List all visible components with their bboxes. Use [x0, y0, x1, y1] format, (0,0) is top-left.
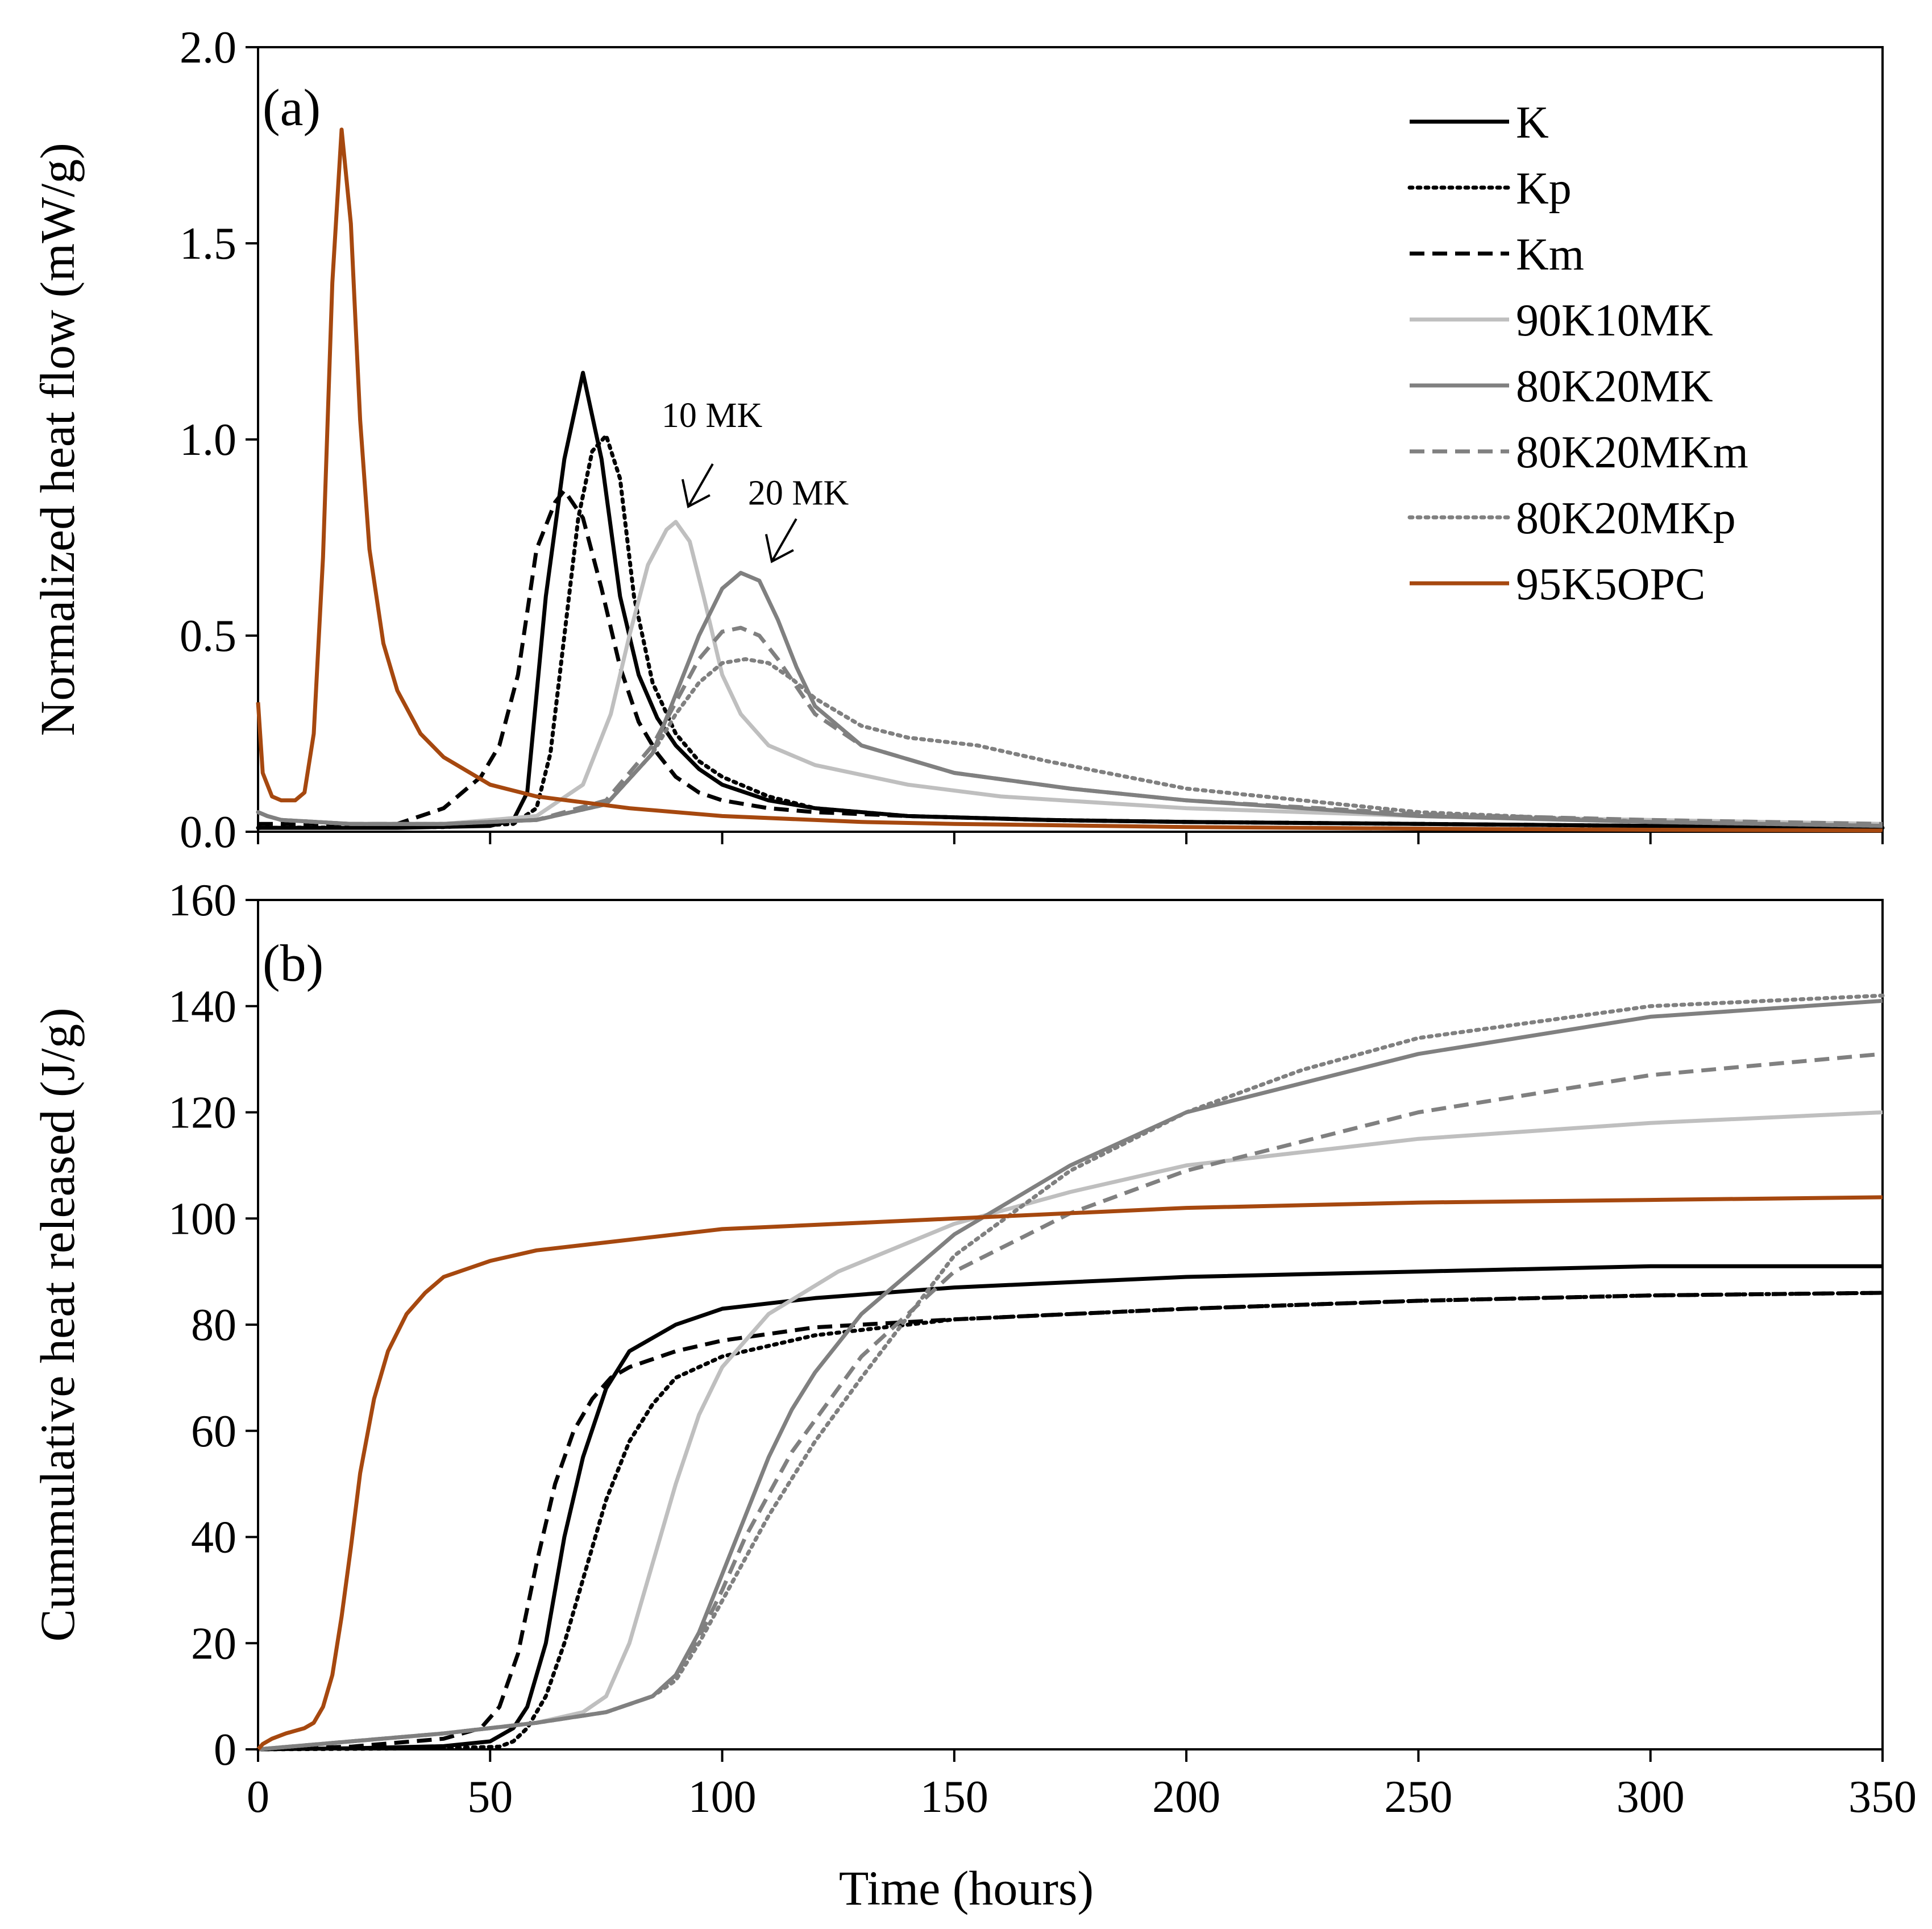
x-tick-label: 150	[920, 1772, 988, 1822]
annotation-arrow-shaft	[687, 463, 714, 507]
panel-a-heat-flow: 0.0 0.5 1.0 1.5 2.0 (a) Normalized heat flow…	[30, 23, 1885, 857]
legend-label-k: K	[1516, 98, 1549, 148]
legend-label-kp: Kp	[1516, 164, 1572, 214]
panel-b-y-tick-label: 60	[191, 1407, 236, 1457]
panel-b-series-line-80k20mkm	[257, 1052, 1883, 1752]
panel-a-annotation-label: 20 MK	[748, 474, 849, 513]
panel-a-y-axis-title: Normalized heat flow (mW/g)	[30, 143, 85, 736]
panel-a-y-tick-label: 1.5	[180, 219, 236, 269]
panel-a-annotation-label: 10 MK	[662, 396, 763, 435]
x-tick-label: 300	[1617, 1772, 1685, 1822]
x-tick-label: 350	[1848, 1772, 1917, 1822]
panel-b-label: (b)	[263, 934, 323, 992]
panel-b-y-tick-label: 0	[214, 1725, 236, 1775]
panel-b-series-line-km	[257, 1291, 1883, 1752]
panel-a-y-tick-label: 0.0	[180, 807, 236, 857]
panel-b-y-tick-label: 80	[191, 1300, 236, 1350]
panel-b-series-line-95k5opc	[256, 1195, 1883, 1751]
panel-b-y-tick-label: 100	[168, 1194, 236, 1244]
panel-b-series-group	[256, 993, 1885, 1752]
panel-a-series-line-km	[258, 488, 1883, 830]
panel-a-legend: K Kp Km 90K10MK 80K20MK 80K20MKm 80K20MKp 95K5O…	[1407, 98, 1748, 609]
annotation-arrow-shaft	[771, 518, 797, 562]
annotation-arrowhead	[681, 479, 711, 509]
annotation-arrowhead	[765, 534, 794, 563]
panel-b-series-line-k	[257, 1264, 1883, 1752]
panel-b-y-tick-label: 120	[168, 1088, 236, 1138]
legend-label-80k20mkm: 80K20MKm	[1516, 428, 1748, 478]
panel-b-series-line-80k20mk	[257, 998, 1883, 1752]
panel-b-y-axis-title: Cummulative heat released (J/g)	[30, 1007, 85, 1641]
legend-label-95k5opc: 95K5OPC	[1516, 559, 1705, 609]
legend-label-km: Km	[1516, 230, 1584, 280]
panel-a-y-tick-label: 1.0	[180, 415, 236, 465]
panel-b-y-tick-label: 40	[191, 1513, 236, 1563]
x-tick-label: 0	[247, 1772, 269, 1822]
panel-b-plot-frame	[257, 899, 1884, 1750]
x-tick-label: 50	[467, 1772, 513, 1822]
panel-b-y-tick-label: 160	[168, 876, 236, 926]
x-tick-label: 100	[688, 1772, 757, 1822]
panel-b-series-line-80k20mkp	[256, 993, 1885, 1752]
panel-a-annotations: 10 MK 20 MK	[662, 396, 849, 563]
panel-a-y-tick-label: 0.5	[180, 611, 236, 661]
panel-a-series-line-80k20mkm	[257, 625, 1883, 826]
panel-b-series-line-90k10mk	[257, 1110, 1883, 1752]
x-tick-label: 200	[1152, 1772, 1220, 1822]
legend-label-80k20mkp: 80K20MKp	[1516, 493, 1736, 544]
x-tick-label: 250	[1384, 1772, 1452, 1822]
legend-label-80k20mk: 80K20MK	[1516, 362, 1713, 412]
panel-b-y-tick-label: 140	[168, 982, 236, 1032]
panel-b-ticks: 0 20 40 60 80 100 120 140 160 0 50 100 150 200 250 300 3…	[168, 876, 1917, 1822]
panel-b-y-tick-label: 20	[191, 1619, 236, 1669]
panel-a-label: (a)	[263, 78, 321, 136]
panel-a-series-group	[256, 127, 1885, 833]
panel-a-ticks: 0.0 0.5 1.0 1.5 2.0	[180, 23, 1884, 857]
legend-label-90k10mk: 90K10MK	[1516, 296, 1713, 346]
panel-b-series-line-kp	[256, 1291, 1885, 1752]
panel-a-series-line-80k20mkp	[256, 657, 1885, 828]
panel-a-series-line-95k5opc	[256, 127, 1883, 833]
panel-a-y-tick-label: 2.0	[180, 23, 236, 73]
panel-b-cumulative-heat: 0 20 40 60 80 100 120 140 160 0 50 100 150 200 250 300 3…	[30, 876, 1917, 1915]
x-axis-title: Time (hours)	[839, 1861, 1094, 1915]
